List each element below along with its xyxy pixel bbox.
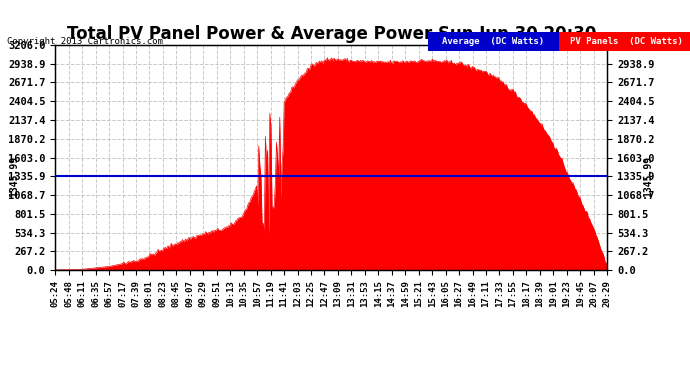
Title: Total PV Panel Power & Average Power Sun Jun 30 20:30: Total PV Panel Power & Average Power Sun…	[66, 26, 596, 44]
Text: PV Panels  (DC Watts): PV Panels (DC Watts)	[570, 37, 682, 46]
Text: 1345.99: 1345.99	[10, 156, 19, 197]
Text: Average  (DC Watts): Average (DC Watts)	[442, 37, 544, 46]
Text: Copyright 2013 Cartronics.com: Copyright 2013 Cartronics.com	[7, 38, 163, 46]
Text: 1345.99: 1345.99	[643, 156, 653, 197]
